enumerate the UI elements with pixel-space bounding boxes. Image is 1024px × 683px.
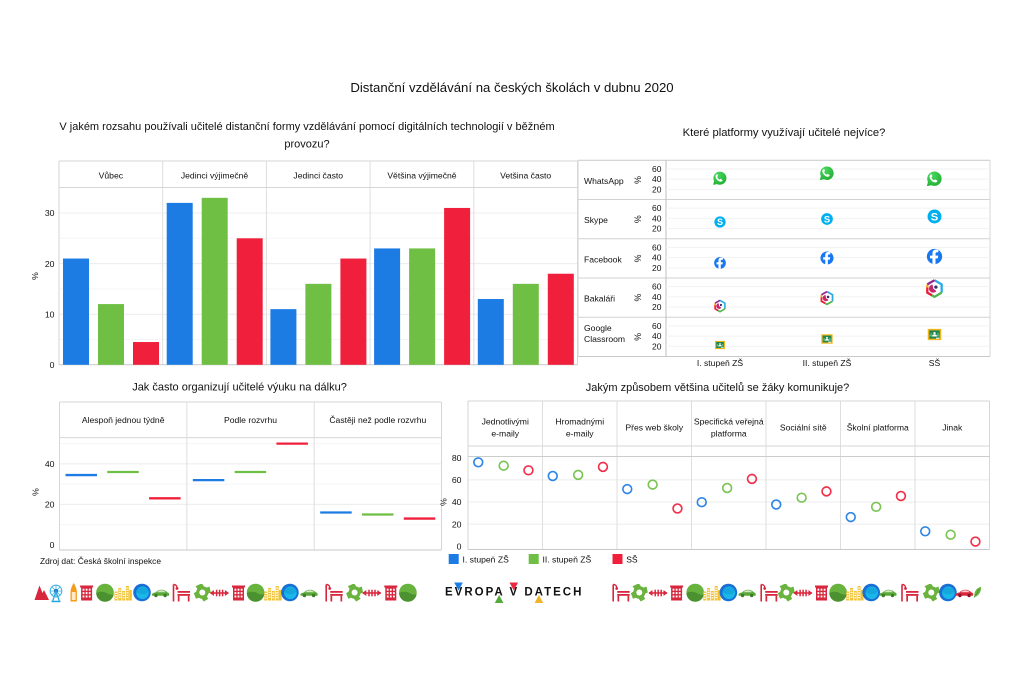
svg-text:I. stupeň ZŠ: I. stupeň ZŠ: [463, 554, 510, 564]
svg-text:40: 40: [652, 213, 662, 223]
svg-text:Hromadnými: Hromadnými: [555, 417, 604, 427]
svg-text:20: 20: [652, 184, 662, 194]
svg-text:40: 40: [652, 253, 662, 263]
svg-text:80: 80: [452, 453, 462, 463]
svg-text:Classroom: Classroom: [584, 334, 625, 344]
svg-text:WhatsApp: WhatsApp: [584, 176, 624, 186]
svg-text:40: 40: [452, 497, 462, 507]
svg-text:40: 40: [652, 292, 662, 302]
svg-text:Častěji než podle rozvrhu: Častěji než podle rozvrhu: [329, 415, 426, 425]
svg-text:40: 40: [652, 331, 662, 341]
svg-text:Google: Google: [584, 323, 612, 333]
svg-text:Facebook: Facebook: [584, 254, 622, 264]
svg-text:Specifická veřejná: Specifická veřejná: [694, 417, 764, 427]
svg-text:II. stupeň ZŠ: II. stupeň ZŠ: [543, 554, 592, 564]
svg-text:Jedinci často: Jedinci často: [293, 171, 343, 181]
svg-text:Sociální sítě: Sociální sítě: [780, 423, 827, 433]
svg-text:Distanční vzdělávání na českýc: Distanční vzdělávání na českých školách …: [350, 80, 673, 95]
svg-text:Vetšina často: Vetšina často: [500, 171, 551, 181]
svg-text:EVROPA V DATECH: EVROPA V DATECH: [445, 587, 583, 599]
svg-text:20: 20: [652, 263, 662, 273]
svg-text:60: 60: [652, 203, 662, 213]
svg-text:provozu?: provozu?: [284, 139, 329, 151]
svg-text:Jak často organizují učitelé v: Jak často organizují učitelé výuku na dá…: [132, 382, 347, 394]
svg-text:Jakým způsobem většina učitelů: Jakým způsobem většina učitelů se žáky k…: [586, 382, 850, 394]
svg-text:0: 0: [50, 540, 55, 550]
svg-text:%: %: [633, 333, 643, 341]
svg-text:Jednotlivými: Jednotlivými: [482, 417, 529, 427]
svg-text:I. stupeň ZŠ: I. stupeň ZŠ: [697, 358, 744, 368]
svg-text:20: 20: [45, 259, 55, 269]
svg-text:10: 10: [45, 309, 55, 319]
svg-text:%: %: [633, 215, 643, 223]
svg-text:60: 60: [652, 282, 662, 292]
svg-text:%: %: [633, 254, 643, 262]
svg-text:%: %: [31, 488, 41, 496]
svg-text:Skype: Skype: [584, 215, 608, 225]
svg-text:SŠ: SŠ: [626, 554, 638, 564]
svg-text:60: 60: [652, 242, 662, 252]
svg-text:60: 60: [652, 164, 662, 174]
svg-text:0: 0: [457, 541, 462, 551]
svg-text:SŠ: SŠ: [929, 358, 941, 368]
svg-text:Jinak: Jinak: [942, 423, 963, 433]
svg-text:II. stupeň ZŠ: II. stupeň ZŠ: [803, 358, 852, 368]
svg-text:Školní platforma: Školní platforma: [847, 423, 909, 433]
svg-text:60: 60: [652, 321, 662, 331]
svg-text:%: %: [633, 176, 643, 184]
svg-text:40: 40: [652, 174, 662, 184]
svg-text:Přes web školy: Přes web školy: [625, 423, 683, 433]
svg-text:e-maily: e-maily: [491, 429, 519, 439]
svg-text:20: 20: [45, 500, 55, 510]
svg-text:20: 20: [452, 519, 462, 529]
svg-text:Bakaláři: Bakaláři: [584, 294, 615, 304]
svg-text:30: 30: [45, 208, 55, 218]
svg-text:20: 20: [652, 302, 662, 312]
svg-text:%: %: [633, 294, 643, 302]
svg-text:V jakém rozsahu používali učit: V jakém rozsahu používali učitelé distan…: [59, 121, 554, 133]
svg-text:Vůbec: Vůbec: [99, 171, 124, 181]
svg-text:0: 0: [50, 360, 55, 370]
svg-text:20: 20: [652, 341, 662, 351]
svg-text:Které platformy využívají učit: Které platformy využívají učitelé nejvíc…: [683, 127, 886, 139]
svg-text:20: 20: [652, 224, 662, 234]
svg-text:40: 40: [45, 459, 55, 469]
svg-text:Většina výjimečně: Většina výjimečně: [387, 171, 456, 181]
svg-text:Alespoň jednou týdně: Alespoň jednou týdně: [82, 415, 165, 425]
svg-text:platforma: platforma: [711, 429, 747, 439]
svg-text:Zdroj dat: Česká školní inspek: Zdroj dat: Česká školní inspekce: [40, 556, 161, 566]
svg-text:%: %: [439, 498, 449, 506]
svg-text:%: %: [30, 272, 40, 280]
svg-text:e-maily: e-maily: [566, 429, 594, 439]
svg-text:60: 60: [452, 475, 462, 485]
svg-text:Jedinci výjimečně: Jedinci výjimečně: [181, 171, 249, 181]
svg-text:Podle rozvrhu: Podle rozvrhu: [224, 415, 277, 425]
